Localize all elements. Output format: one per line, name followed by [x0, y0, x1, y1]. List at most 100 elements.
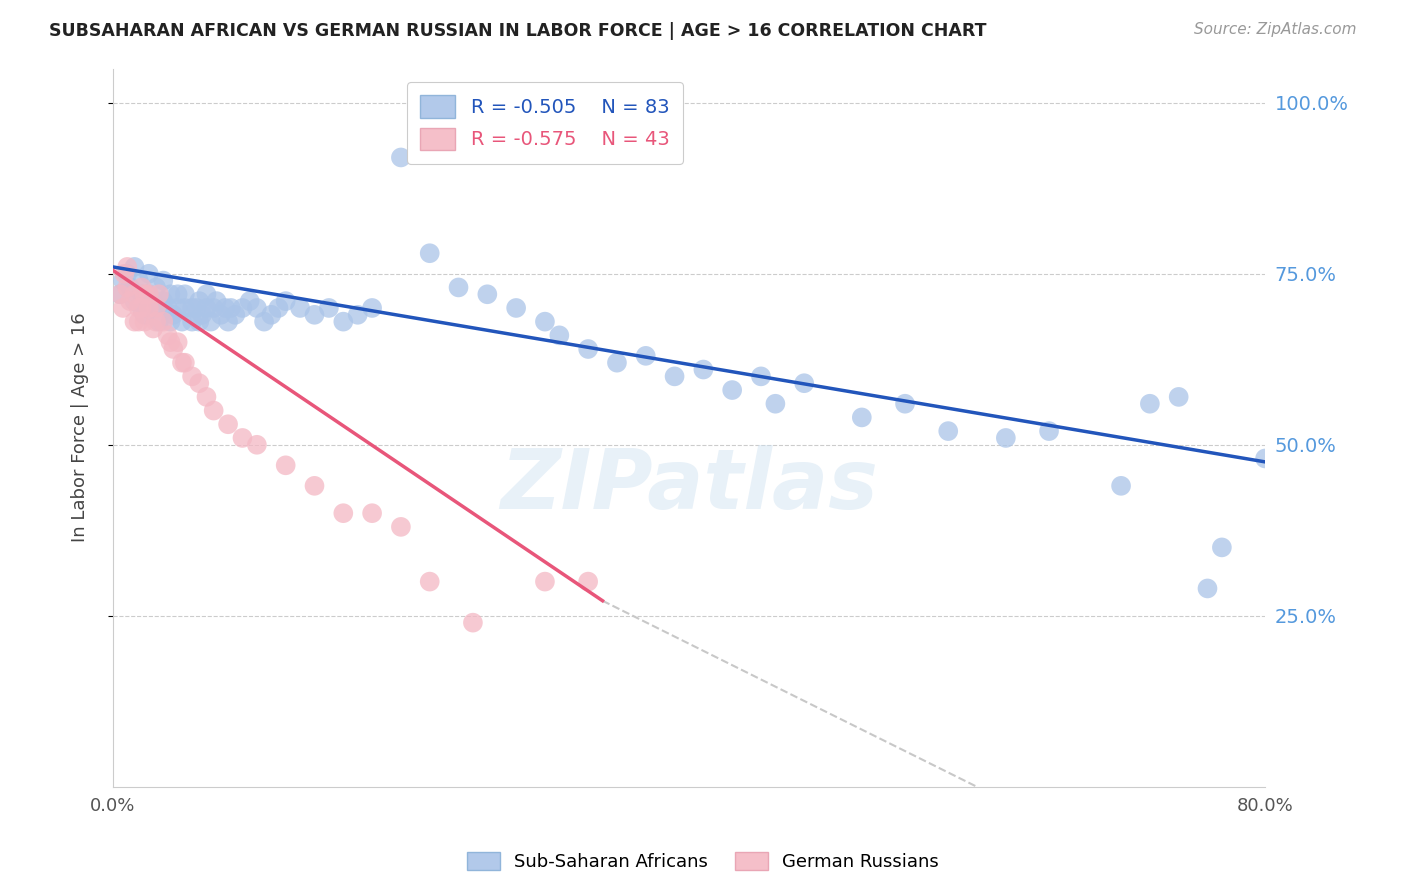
Point: [304, 479, 326, 493]
Point: [128, 301, 150, 315]
Point: [117, 267, 139, 281]
Point: [274, 458, 297, 473]
Point: [246, 301, 269, 315]
Point: [111, 274, 134, 288]
Point: [120, 280, 142, 294]
Point: [200, 315, 222, 329]
Point: [534, 315, 557, 329]
Point: [217, 417, 239, 432]
Point: [131, 280, 153, 294]
Point: [332, 506, 354, 520]
Point: [1197, 582, 1219, 596]
Point: [461, 615, 484, 630]
Point: [145, 301, 167, 315]
Point: [159, 335, 181, 350]
Point: [217, 315, 239, 329]
Point: [288, 301, 311, 315]
Text: ZIPatlas: ZIPatlas: [501, 444, 877, 525]
Point: [138, 287, 160, 301]
Point: [188, 376, 211, 391]
Point: [120, 294, 142, 309]
Point: [108, 287, 131, 301]
Point: [108, 287, 131, 301]
Point: [152, 315, 174, 329]
Point: [267, 301, 290, 315]
Point: [181, 301, 204, 315]
Point: [134, 315, 156, 329]
Point: [173, 356, 195, 370]
Point: [664, 369, 686, 384]
Point: [332, 315, 354, 329]
Point: [361, 506, 384, 520]
Point: [361, 301, 384, 315]
Point: [191, 308, 214, 322]
Point: [763, 397, 786, 411]
Point: [142, 294, 165, 309]
Point: [894, 397, 917, 411]
Point: [304, 308, 326, 322]
Point: [162, 308, 184, 322]
Y-axis label: In Labor Force | Age > 16: In Labor Force | Age > 16: [72, 313, 89, 542]
Point: [214, 301, 236, 315]
Point: [1254, 451, 1277, 466]
Point: [128, 315, 150, 329]
Point: [419, 574, 441, 589]
Point: [134, 308, 156, 322]
Point: [145, 315, 167, 329]
Point: [162, 342, 184, 356]
Point: [447, 280, 470, 294]
Point: [173, 287, 195, 301]
Point: [117, 280, 139, 294]
Point: [231, 431, 253, 445]
Point: [188, 315, 211, 329]
Point: [202, 403, 225, 417]
Point: [124, 294, 146, 309]
Point: [138, 287, 160, 301]
Point: [156, 301, 179, 315]
Point: [260, 308, 283, 322]
Point: [145, 301, 167, 315]
Point: [131, 301, 153, 315]
Point: [111, 301, 134, 315]
Point: [152, 294, 174, 309]
Point: [188, 294, 211, 309]
Point: [1139, 397, 1161, 411]
Point: [112, 267, 135, 281]
Point: [793, 376, 815, 391]
Point: [170, 356, 193, 370]
Point: [1211, 541, 1233, 555]
Point: [117, 260, 139, 274]
Point: [749, 369, 772, 384]
Point: [219, 301, 242, 315]
Point: [274, 294, 297, 309]
Point: [186, 301, 208, 315]
Point: [131, 301, 153, 315]
Point: [239, 294, 262, 309]
Point: [246, 438, 269, 452]
Point: [142, 321, 165, 335]
Point: [606, 356, 628, 370]
Point: [195, 301, 218, 315]
Point: [346, 308, 368, 322]
Point: [195, 390, 218, 404]
Point: [505, 301, 527, 315]
Point: [124, 260, 146, 274]
Point: [159, 287, 181, 301]
Point: [209, 308, 232, 322]
Point: [576, 574, 599, 589]
Point: [124, 287, 146, 301]
Point: [1109, 479, 1132, 493]
Point: [548, 328, 571, 343]
Point: [253, 315, 276, 329]
Point: [124, 315, 146, 329]
Point: [534, 574, 557, 589]
Point: [224, 308, 246, 322]
Point: [181, 369, 204, 384]
Point: [389, 520, 412, 534]
Text: Source: ZipAtlas.com: Source: ZipAtlas.com: [1194, 22, 1357, 37]
Point: [195, 287, 218, 301]
Point: [173, 301, 195, 315]
Point: [166, 301, 188, 315]
Point: [576, 342, 599, 356]
Point: [202, 301, 225, 315]
